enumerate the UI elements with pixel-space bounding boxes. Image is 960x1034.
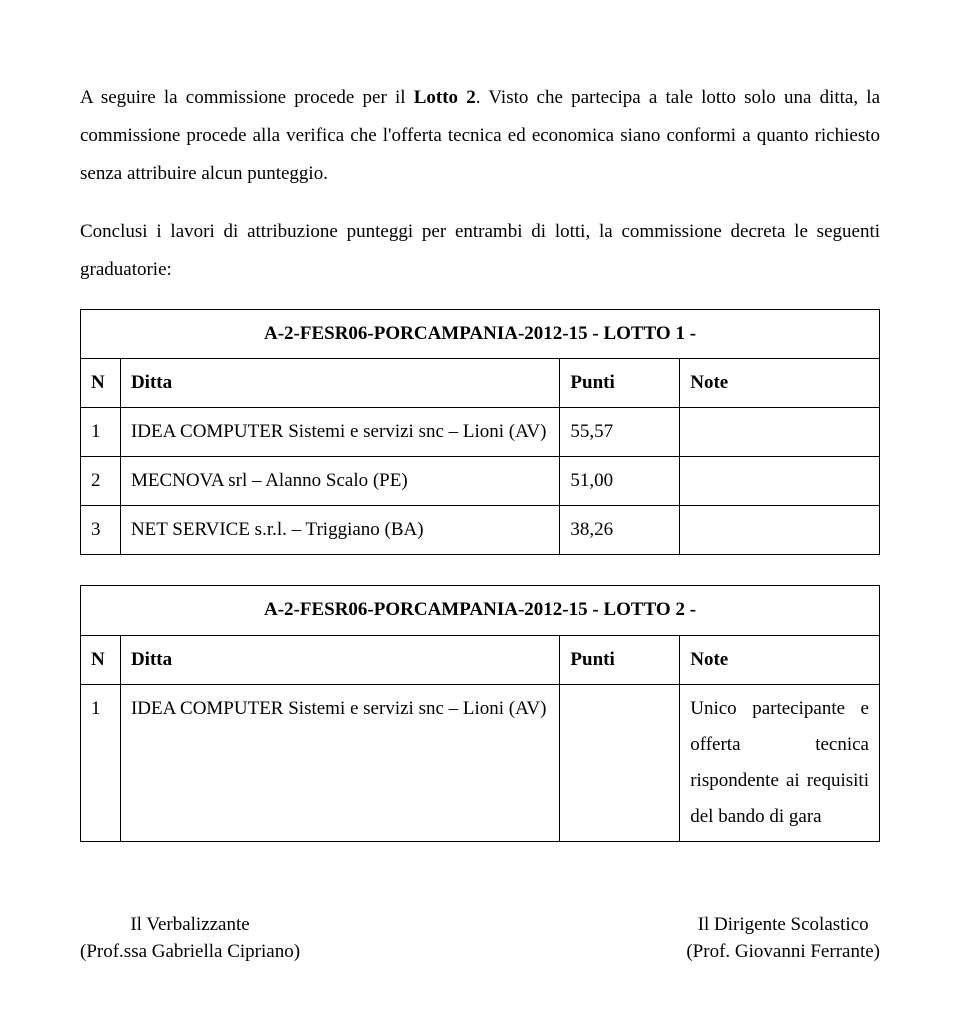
table-lotto-1: A-2-FESR06-PORCAMPANIA-2012-15 - LOTTO 1… [80,309,880,555]
cell-punti: 38,26 [560,506,680,555]
cell-note [680,408,880,457]
signature-left: Il Verbalizzante (Prof.ssa Gabriella Cip… [80,912,300,965]
table-row: 1 IDEA COMPUTER Sistemi e servizi snc – … [81,684,880,841]
table-lotto-2: A-2-FESR06-PORCAMPANIA-2012-15 - LOTTO 2… [80,585,880,842]
cell-n: 2 [81,457,121,506]
table1-title-row: A-2-FESR06-PORCAMPANIA-2012-15 - LOTTO 1… [81,310,880,359]
document-page: A seguire la commissione procede per il … [0,0,960,1005]
paragraph-1: A seguire la commissione procede per il … [80,79,880,193]
table1-header-row: N Ditta Punti Note [81,359,880,408]
cell-ditta: IDEA COMPUTER Sistemi e servizi snc – Li… [120,684,559,841]
table1-header-ditta: Ditta [120,359,559,408]
table2-header-note: Note [680,635,880,684]
sig-left-title: Il Verbalizzante [80,912,300,939]
signatures-block: Il Verbalizzante (Prof.ssa Gabriella Cip… [80,912,880,965]
paragraph-2: Conclusi i lavori di attribuzione punteg… [80,213,880,289]
table2-title: A-2-FESR06-PORCAMPANIA-2012-15 - LOTTO 2… [81,586,880,635]
p1-bold: Lotto 2 [414,87,476,108]
cell-note: Unico partecipante e offerta tecnica ris… [680,684,880,841]
signature-right: Il Dirigente Scolastico (Prof. Giovanni … [686,912,880,965]
sig-right-title: Il Dirigente Scolastico [686,912,880,939]
table1-header-note: Note [680,359,880,408]
cell-punti [560,684,680,841]
table2-header-ditta: Ditta [120,635,559,684]
cell-ditta: MECNOVA srl – Alanno Scalo (PE) [120,457,559,506]
cell-punti: 51,00 [560,457,680,506]
p1-text-a: A seguire la commissione procede per il [80,87,414,108]
cell-ditta: IDEA COMPUTER Sistemi e servizi snc – Li… [120,408,559,457]
table1-header-n: N [81,359,121,408]
cell-n: 1 [81,684,121,841]
table2-header-punti: Punti [560,635,680,684]
cell-note [680,506,880,555]
cell-punti: 55,57 [560,408,680,457]
cell-n: 3 [81,506,121,555]
cell-note [680,457,880,506]
sig-right-name: (Prof. Giovanni Ferrante) [686,939,880,966]
table2-header-row: N Ditta Punti Note [81,635,880,684]
table-row: 1 IDEA COMPUTER Sistemi e servizi snc – … [81,408,880,457]
table1-title: A-2-FESR06-PORCAMPANIA-2012-15 - LOTTO 1… [81,310,880,359]
table2-title-row: A-2-FESR06-PORCAMPANIA-2012-15 - LOTTO 2… [81,586,880,635]
cell-n: 1 [81,408,121,457]
sig-left-name: (Prof.ssa Gabriella Cipriano) [80,939,300,966]
table2-header-n: N [81,635,121,684]
cell-ditta: NET SERVICE s.r.l. – Triggiano (BA) [120,506,559,555]
table-row: 3 NET SERVICE s.r.l. – Triggiano (BA) 38… [81,506,880,555]
table1-header-punti: Punti [560,359,680,408]
table-row: 2 MECNOVA srl – Alanno Scalo (PE) 51,00 [81,457,880,506]
